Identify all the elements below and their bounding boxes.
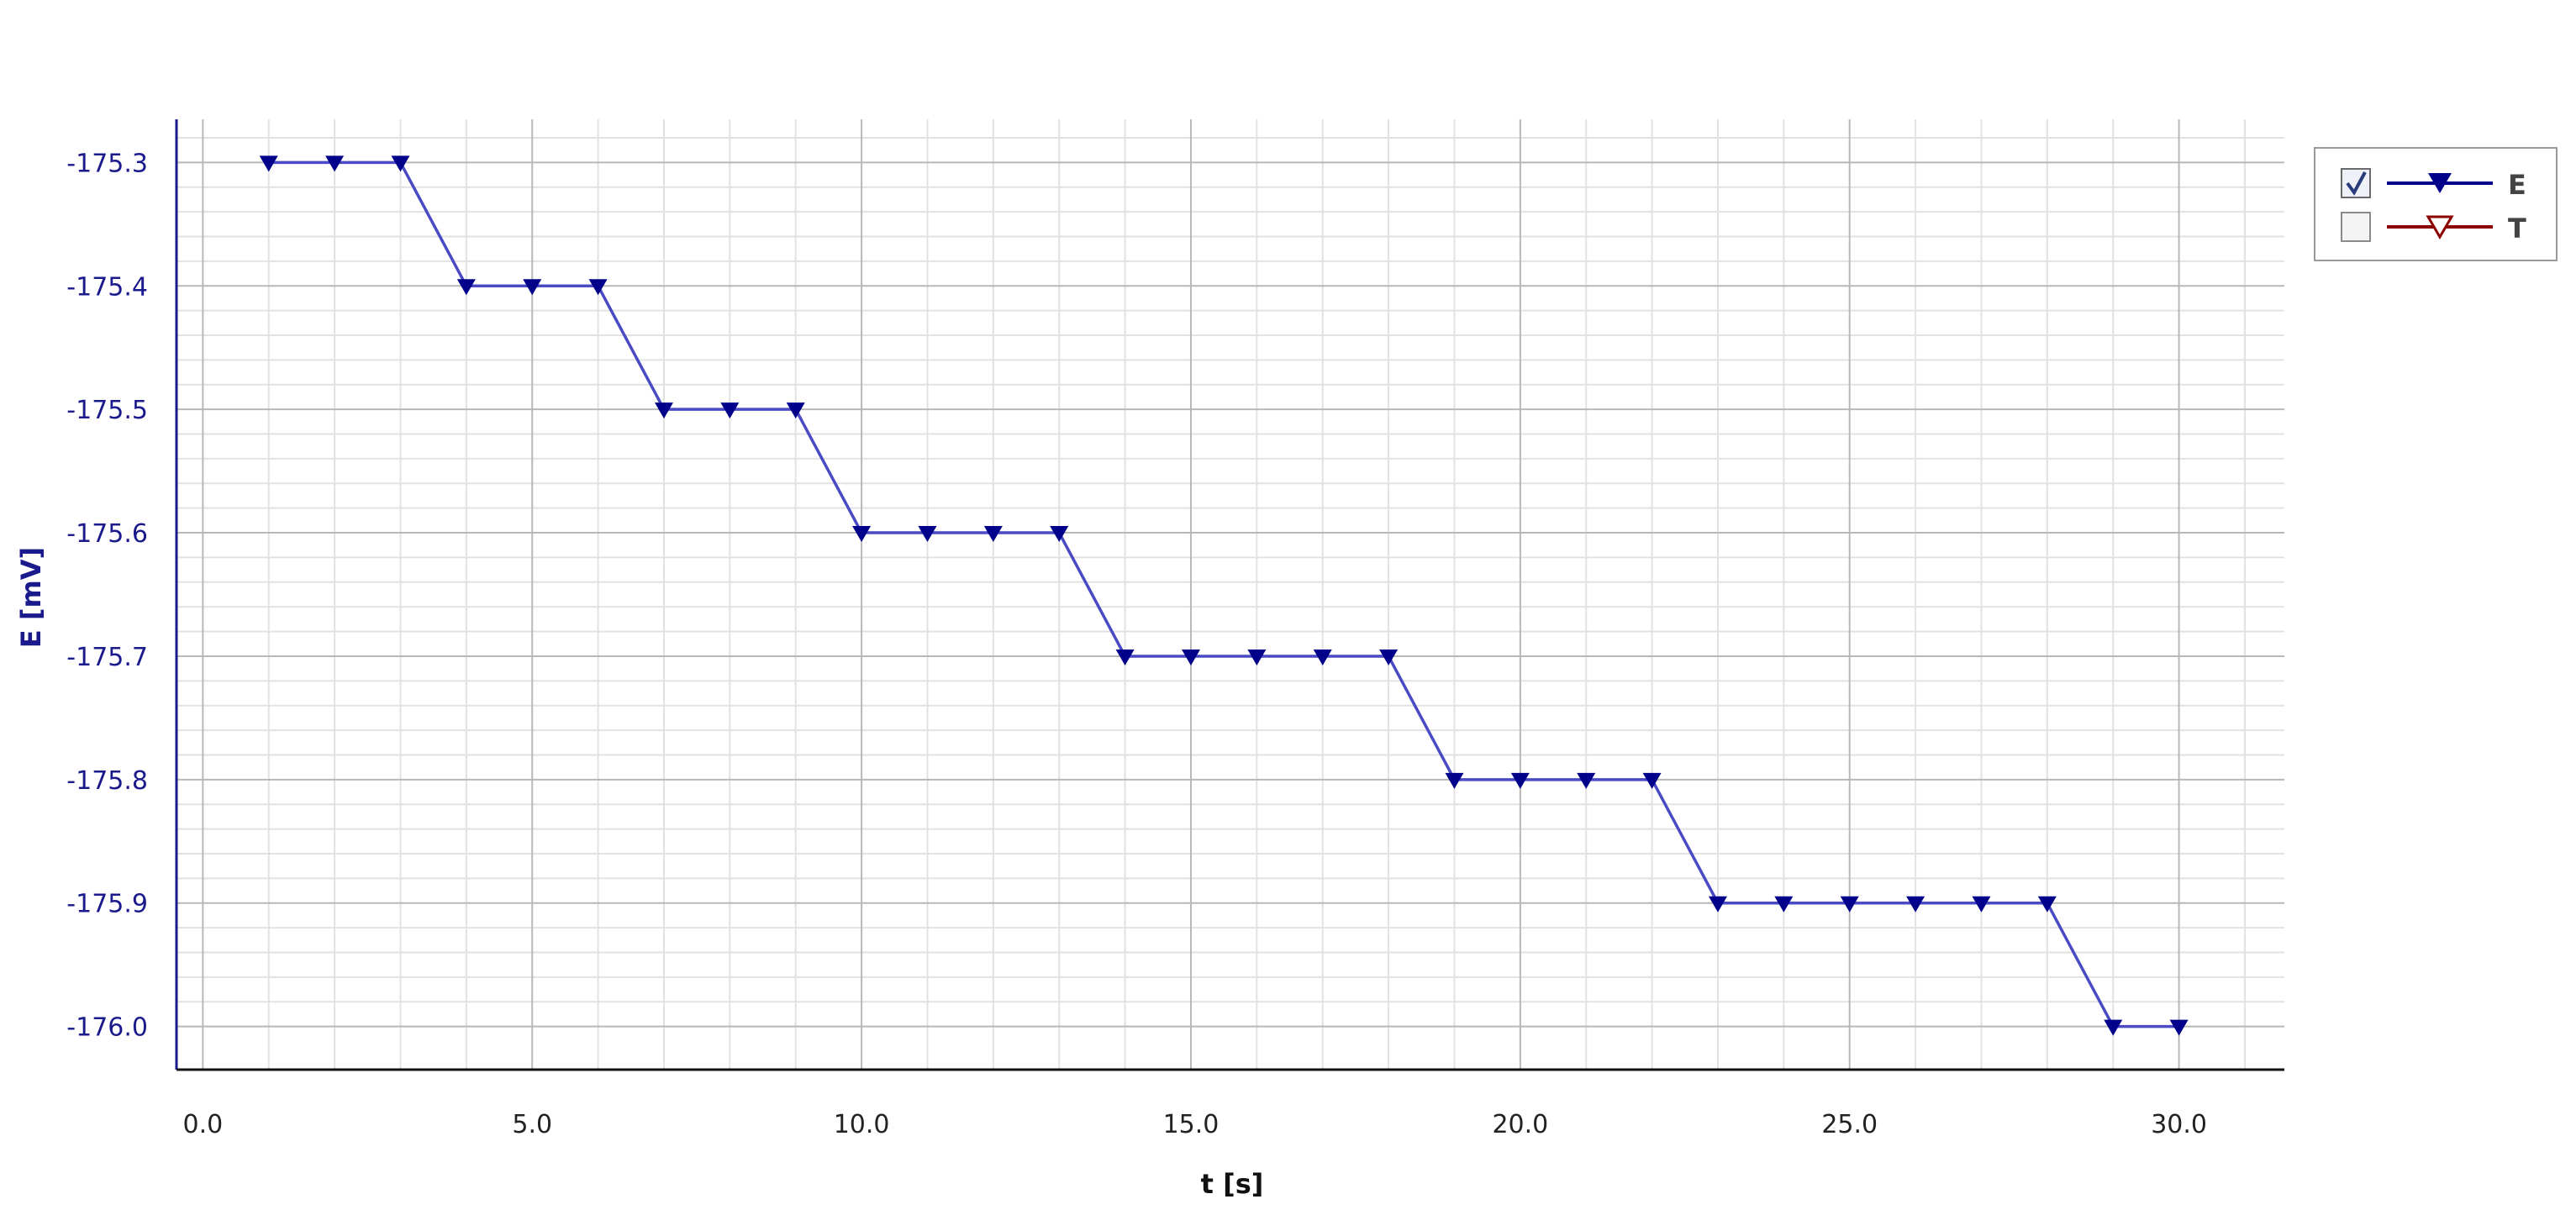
major-grid [176, 119, 2284, 1070]
data-point [1906, 896, 1925, 913]
data-point [1642, 772, 1662, 789]
tick-labels: 0.0 5.0 10.0 15.0 20.0 25.0 30.0 -175.3 -175.4 -1… [66, 149, 2207, 1139]
y-tick-label: -176.0 [66, 1013, 148, 1043]
check-icon [2346, 171, 2367, 196]
x-axis-title: t [s] [1201, 1168, 1264, 1200]
x-tick-label: 5.0 [512, 1110, 552, 1139]
data-point [654, 402, 673, 419]
data-point [1050, 526, 1069, 543]
x-tick-label: 10.0 [834, 1110, 890, 1139]
x-tick-label: 25.0 [1821, 1110, 1878, 1139]
data-point [1840, 896, 1859, 913]
data-point [1774, 896, 1794, 913]
data-point [1247, 649, 1267, 665]
data-point [325, 155, 345, 172]
data-point [983, 526, 1003, 543]
data-point [1181, 649, 1200, 665]
legend-marker-e [2428, 173, 2452, 193]
y-tick-label: -175.8 [66, 766, 148, 796]
data-point [1313, 649, 1332, 665]
data-point [1577, 772, 1596, 789]
y-tick-label: -175.5 [66, 396, 148, 425]
data-point [1708, 896, 1727, 913]
data-point [1445, 772, 1464, 789]
axes [175, 119, 2284, 1071]
y-tick-label: -175.3 [66, 149, 148, 178]
data-point [391, 155, 410, 172]
data-point [456, 279, 476, 296]
data-point [588, 279, 608, 296]
data-point [1115, 649, 1135, 665]
y-axis-title: E [mV] [15, 547, 47, 648]
data-point [1379, 649, 1399, 665]
data-point [2104, 1019, 2123, 1036]
series-layer [259, 155, 2189, 1036]
data-point [2169, 1019, 2189, 1036]
data-point [852, 526, 872, 543]
legend-label-t: T [2508, 213, 2526, 245]
y-tick-label: -175.4 [66, 272, 148, 302]
y-tick-label: -175.7 [66, 643, 148, 672]
x-tick-label: 15.0 [1163, 1110, 1220, 1139]
x-tick-label: 30.0 [2151, 1110, 2207, 1139]
data-point [720, 402, 740, 419]
legend-checkbox-t[interactable] [2341, 212, 2371, 242]
data-point [259, 155, 278, 172]
data-point [523, 279, 542, 296]
data-point [1972, 896, 1991, 913]
series-line-e [268, 160, 2179, 1028]
data-point [2037, 896, 2057, 913]
y-tick-label: -175.6 [66, 519, 148, 549]
legend: E T [2314, 147, 2558, 261]
legend-label-e: E [2508, 169, 2526, 201]
legend-item-e[interactable]: E [2341, 168, 2526, 201]
minor-grid [176, 119, 2284, 1070]
legend-item-t[interactable]: T [2341, 212, 2526, 245]
data-point [918, 526, 937, 543]
series-e [259, 155, 2189, 1036]
data-point [786, 402, 805, 419]
data-point [1510, 772, 1530, 789]
y-tick-label: -175.9 [66, 890, 148, 919]
x-tick-label: 20.0 [1492, 1110, 1548, 1139]
x-tick-label: 0.0 [182, 1110, 223, 1139]
legend-marker-t [2426, 215, 2454, 239]
